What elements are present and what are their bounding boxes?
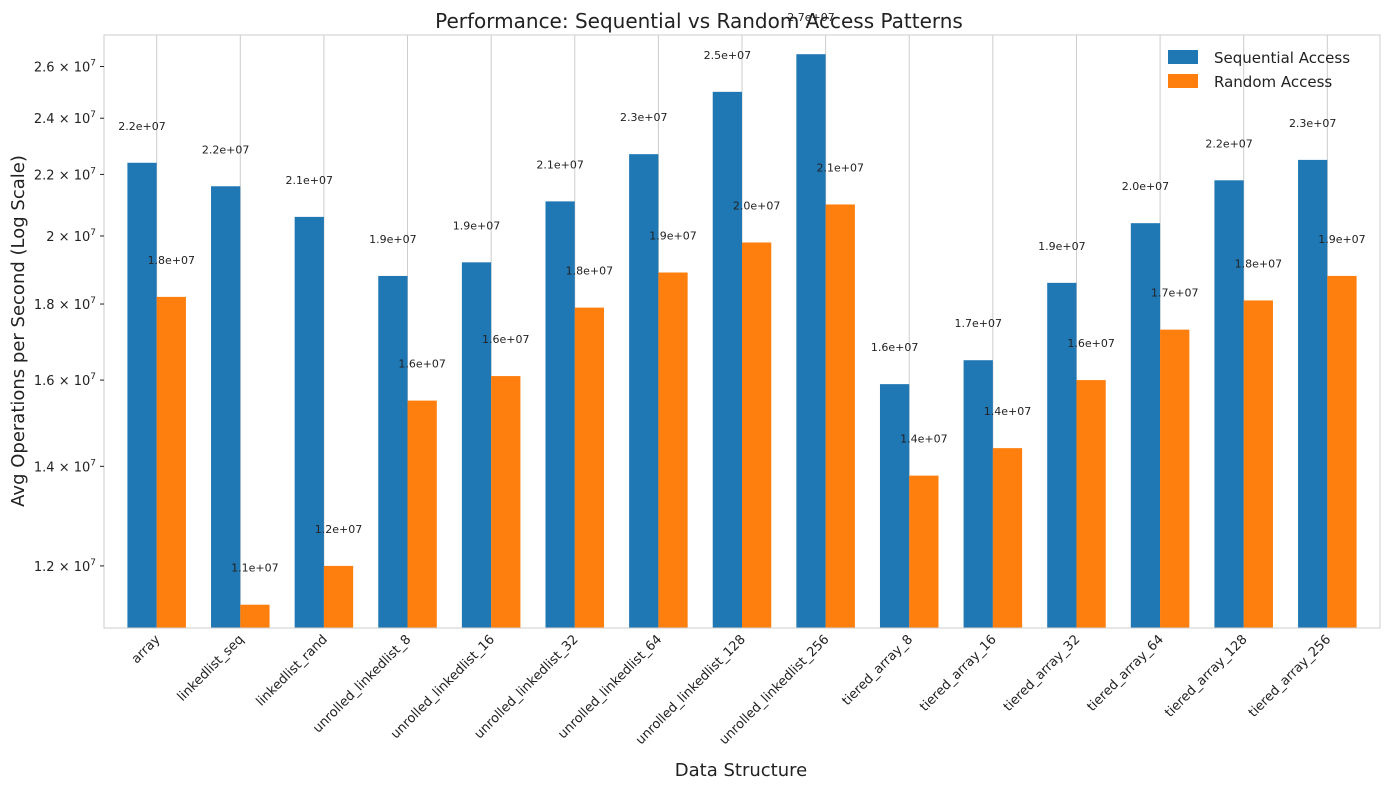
y-tick-label: 2.2 × 107 <box>34 166 96 183</box>
y-tick-label: 2.6 × 107 <box>34 59 96 76</box>
sequential-bar-unrolled_linkedlist_256 <box>796 54 826 628</box>
value-labels: 2.2e+07 2.2e+07 2.1e+07 1.9e+07 1.9e+07 2.1e+… <box>118 11 1365 575</box>
random-bar-linkedlist_rand <box>323 565 354 628</box>
sequential-value-label: 1.6e+07 <box>871 341 918 354</box>
x-axis-label: Data Structure <box>675 760 807 781</box>
y-axis-label: Avg Operations per Second (Log Scale) <box>8 155 29 507</box>
x-tick-label-tiered_array_64: tiered_array_64 <box>1084 632 1166 714</box>
plot-frame <box>103 34 1381 629</box>
sequential-bar-array <box>127 162 157 628</box>
random-bar-array <box>156 296 186 628</box>
random-value-label: 1.2e+07 <box>315 523 362 536</box>
sequential-bar-tiered_array_256 <box>1298 159 1328 629</box>
y-tick-label: 2 × 107 <box>46 228 96 245</box>
x-tick-label-tiered_array_16: tiered_array_16 <box>917 632 999 714</box>
sequential-value-label: 2.5e+07 <box>704 49 751 62</box>
random-bar-tiered_array_32 <box>1076 380 1106 628</box>
sequential-bar-tiered_array_128 <box>1214 180 1244 629</box>
sequential-value-label: 2.2e+07 <box>118 120 165 133</box>
sequential-bar-tiered_array_8 <box>879 384 910 628</box>
sequential-bar-unrolled_linkedlist_16 <box>461 262 492 628</box>
y-tick-label: 1.8 × 107 <box>34 296 96 313</box>
y-tick-label: 1.4 × 107 <box>34 458 96 475</box>
sequential-value-label: 2.1e+07 <box>286 174 333 187</box>
random-value-label: 1.4e+07 <box>900 433 947 446</box>
random-value-label: 1.4e+07 <box>984 405 1031 418</box>
legend-label: Random Access <box>1214 73 1332 91</box>
random-value-label: 1.8e+07 <box>148 254 195 267</box>
x-tick-label-linkedlist_seq: linkedlist_seq <box>175 632 247 704</box>
legend-swatch <box>1168 50 1198 64</box>
sequential-value-label: 1.9e+07 <box>453 219 500 232</box>
random-value-label: 2.1e+07 <box>817 161 864 174</box>
random-bar-tiered_array_8 <box>909 475 939 628</box>
random-bar-unrolled_linkedlist_32 <box>574 307 605 628</box>
sequential-value-label: 2.1e+07 <box>536 158 583 171</box>
sequential-bar-unrolled_linkedlist_8 <box>378 275 408 628</box>
sequential-value-label: 1.7e+07 <box>954 317 1001 330</box>
x-tick-label-array: array <box>129 632 164 667</box>
random-bar-unrolled_linkedlist_8 <box>407 400 437 628</box>
chart-title: Performance: Sequential vs Random Access… <box>435 9 963 33</box>
sequential-bar-linkedlist_rand <box>294 216 324 629</box>
random-value-label: 1.8e+07 <box>566 265 613 278</box>
sequential-value-label: 2.7e+07 <box>787 11 834 24</box>
random-value-label: 1.6e+07 <box>482 333 529 346</box>
x-tick-label-tiered_array_256: tiered_array_256 <box>1246 632 1334 720</box>
sequential-bar-linkedlist_seq <box>211 186 241 629</box>
random-bar-unrolled_linkedlist_128 <box>742 242 772 628</box>
legend: Sequential Access Random Access <box>1168 49 1350 91</box>
random-value-label: 1.6e+07 <box>1067 337 1114 350</box>
legend-swatch <box>1168 74 1198 88</box>
sequential-value-label: 2.0e+07 <box>1122 180 1169 193</box>
sequential-value-label: 2.3e+07 <box>620 111 667 124</box>
random-bar-unrolled_linkedlist_16 <box>491 376 521 628</box>
random-bar-tiered_array_16 <box>992 448 1023 628</box>
x-tick-label-tiered_array_8: tiered_array_8 <box>839 632 916 709</box>
x-tick-label-tiered_array_128: tiered_array_128 <box>1162 632 1250 720</box>
random-bar-unrolled_linkedlist_64 <box>658 272 688 628</box>
x-axis-ticks: array linkedlist_seq linkedlist_randunroll… <box>129 632 1334 748</box>
random-value-label: 1.9e+07 <box>649 230 696 243</box>
sequential-bar-unrolled_linkedlist_32 <box>545 201 575 628</box>
y-tick-label: 2.4 × 107 <box>34 110 96 127</box>
random-value-label: 1.6e+07 <box>398 358 445 371</box>
y-tick-label: 1.2 × 107 <box>34 558 96 575</box>
sequential-value-label: 2.3e+07 <box>1289 117 1336 130</box>
x-tick-label-tiered_array_32: tiered_array_32 <box>1001 632 1083 714</box>
sequential-value-label: 2.2e+07 <box>202 143 249 156</box>
random-bar-tiered_array_128 <box>1243 300 1273 628</box>
sequential-bar-unrolled_linkedlist_64 <box>629 154 659 628</box>
sequential-value-label: 1.9e+07 <box>1038 240 1085 253</box>
random-bar-tiered_array_256 <box>1327 275 1357 628</box>
random-value-label: 1.7e+07 <box>1151 287 1198 300</box>
sequential-bar-tiered_array_64 <box>1130 223 1161 629</box>
y-axis-ticks: 1.2 × 107 1.4 × 107 1.6 × 107 1.8 × 107 2 × … <box>34 59 104 575</box>
random-bar-unrolled_linkedlist_256 <box>825 204 855 629</box>
bars <box>127 54 1357 629</box>
sequential-bar-tiered_array_32 <box>1047 282 1077 628</box>
sequential-value-label: 2.2e+07 <box>1205 137 1252 150</box>
random-bar-linkedlist_seq <box>240 604 270 628</box>
sequential-bar-tiered_array_16 <box>963 360 993 628</box>
random-value-label: 1.8e+07 <box>1235 257 1282 270</box>
random-bar-tiered_array_64 <box>1160 329 1190 628</box>
random-value-label: 1.1e+07 <box>231 562 278 575</box>
sequential-bar-unrolled_linkedlist_128 <box>712 91 742 628</box>
x-tick-label-linkedlist_rand: linkedlist_rand <box>254 632 331 709</box>
random-value-label: 2.0e+07 <box>733 199 780 212</box>
legend-label: Sequential Access <box>1214 49 1350 67</box>
y-tick-label: 1.6 × 107 <box>34 372 96 389</box>
random-value-label: 1.9e+07 <box>1318 233 1365 246</box>
sequential-value-label: 1.9e+07 <box>369 233 416 246</box>
